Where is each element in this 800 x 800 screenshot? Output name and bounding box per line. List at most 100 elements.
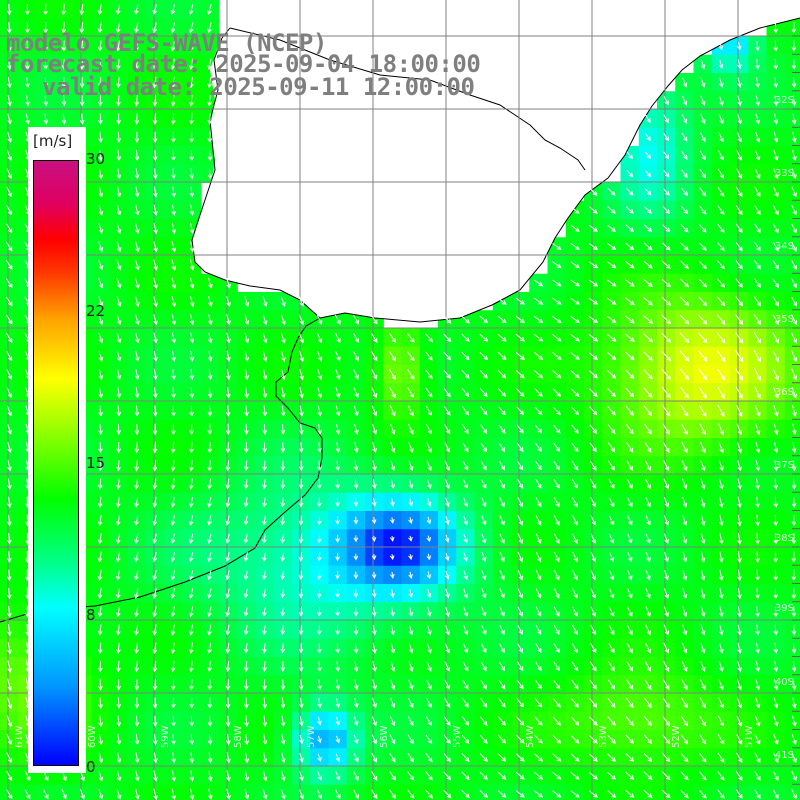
wind-arrow — [663, 169, 670, 178]
wind-arrow — [718, 150, 724, 161]
wind-arrow — [25, 40, 30, 52]
wind-arrow — [718, 132, 724, 143]
lat-label: 37S — [774, 460, 794, 471]
wind-speed-cell — [784, 547, 800, 567]
wind-arrow — [607, 224, 617, 232]
wind-arrow — [700, 113, 706, 125]
wind-arrow — [773, 77, 779, 89]
wind-speed-cell — [784, 36, 800, 56]
wind-arrow — [189, 131, 194, 144]
wind-arrow — [606, 242, 617, 251]
wind-arrow — [681, 187, 689, 197]
wind-arrow — [6, 168, 12, 180]
wind-arrow — [43, 95, 49, 107]
wind-arrow — [791, 58, 797, 70]
wind-speed-cell — [784, 54, 800, 74]
wind-arrow — [97, 22, 103, 34]
wind-arrow — [662, 187, 670, 196]
wind-arrow — [773, 22, 779, 34]
wind-arrow — [188, 40, 194, 52]
wind-arrow — [5, 241, 13, 252]
wind-speed-cell — [401, 784, 421, 800]
wind-arrow — [643, 242, 653, 251]
wind-arrow — [791, 204, 797, 216]
wind-arrow — [43, 3, 48, 16]
wind-arrow — [134, 186, 140, 198]
wind-arrow — [625, 224, 635, 232]
wind-arrow — [7, 95, 12, 107]
wind-arrow — [735, 260, 743, 270]
wind-arrow — [698, 223, 707, 233]
wind-arrow — [134, 22, 139, 34]
wind-arrow — [153, 241, 158, 253]
lon-label: 56W — [379, 725, 390, 748]
wind-arrow — [171, 241, 177, 253]
wind-arrow — [755, 59, 760, 70]
wind-speed-cell — [310, 784, 330, 800]
wind-arrow — [589, 187, 598, 196]
wind-arrow — [699, 150, 706, 161]
wind-arrow — [61, 58, 67, 70]
lon-label: 61W — [14, 725, 25, 748]
wind-speed-cell — [292, 784, 311, 800]
wind-arrow — [718, 113, 724, 125]
wind-arrow — [737, 95, 742, 107]
wind-arrow — [207, 76, 212, 89]
wind-speed-cell — [547, 784, 567, 800]
wind-arrow — [97, 95, 103, 107]
wind-arrow — [134, 259, 140, 271]
wind-arrow — [153, 186, 158, 198]
wind-arrow — [97, 3, 103, 16]
wind-arrow — [116, 186, 122, 198]
land-area — [0, 0, 800, 322]
wind-arrow — [645, 114, 651, 124]
wind-arrow — [189, 113, 194, 125]
wind-arrow — [207, 131, 213, 144]
wind-arrow — [791, 259, 797, 271]
wind-arrow — [170, 113, 176, 125]
lon-label: 57W — [306, 725, 317, 748]
wind-arrow — [754, 168, 761, 180]
wind-arrow — [153, 259, 158, 271]
wind-arrow — [134, 113, 140, 125]
wind-arrow — [171, 168, 176, 180]
wind-arrow — [754, 150, 761, 161]
wind-speed-cell — [784, 638, 800, 658]
wind-arrow — [625, 242, 635, 251]
wind-arrow — [98, 168, 104, 180]
wind-speed-cell — [784, 474, 800, 494]
wind-arrow — [791, 22, 797, 34]
wind-arrow — [98, 259, 104, 271]
wind-speed-cell — [784, 492, 800, 512]
wind-arrow — [663, 133, 669, 142]
wind-arrow — [773, 150, 779, 162]
wind-speed-cell — [784, 565, 800, 585]
wind-arrow — [698, 260, 707, 270]
lon-label: 54W — [525, 725, 536, 748]
wind-arrow — [717, 205, 725, 215]
wind-arrow — [644, 206, 652, 214]
wind-arrow — [188, 22, 194, 34]
wind-speed-cell — [219, 784, 238, 800]
wind-arrow — [772, 260, 779, 270]
wind-arrow — [152, 95, 158, 107]
wind-arrow — [754, 205, 761, 216]
wind-arrow — [61, 77, 67, 89]
wind-arrow — [773, 58, 779, 70]
wind-arrow — [772, 241, 779, 252]
wind-arrow — [607, 206, 616, 214]
wind-arrow — [755, 131, 761, 143]
wind-arrow — [61, 40, 67, 52]
wind-arrow — [171, 186, 176, 198]
wind-arrow — [791, 113, 797, 125]
wind-speed-cell — [675, 784, 695, 800]
wind-arrow — [207, 113, 213, 125]
wind-speed-cell — [784, 73, 800, 92]
wind-speed-cell — [784, 657, 800, 676]
wind-arrow — [79, 3, 85, 16]
wind-arrow — [645, 151, 652, 160]
wind-arrow — [681, 132, 688, 142]
wind-speed-cell — [784, 438, 800, 457]
wind-speed-cell — [200, 784, 220, 800]
wind-arrow — [588, 206, 598, 214]
